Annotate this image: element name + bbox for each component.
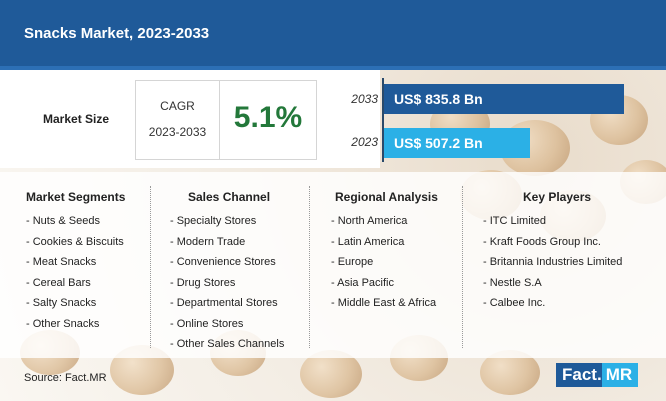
column-divider [150, 186, 151, 348]
list-item: - Specialty Stores [170, 215, 257, 227]
list-item: - Kraft Foods Group Inc. [483, 235, 601, 248]
list-item: - Calbee Inc. [483, 297, 546, 309]
list-item: - Europe [331, 256, 374, 268]
cagr-period: 2023-2033 [148, 125, 207, 139]
list-item: - Departmental Stores [170, 297, 278, 309]
source-note: Source: Fact.MR [24, 372, 107, 384]
list-item: - Asia Pacific [331, 276, 394, 289]
segmentation-panel [0, 172, 666, 358]
bar-axis-line [382, 78, 384, 162]
list-item: - Meat Snacks [26, 256, 97, 268]
column-key-players: Key Players - ITC Limited - Kraft Foods … [483, 190, 622, 314]
logo-mr: MR [601, 363, 639, 387]
cagr-label: CAGR [160, 99, 195, 113]
list-item: - Online Stores [170, 317, 244, 330]
list-item: - Convenience Stores [170, 256, 276, 268]
logo-fact: Fact. [556, 363, 606, 387]
list-item: - Nuts & Seeds [26, 215, 100, 227]
bar-value-2033: US$ 835.8 Bn [394, 91, 483, 107]
bar-2033: US$ 835.8 Bn [384, 84, 624, 114]
list-item: - Drug Stores [170, 276, 236, 289]
bar-2023: US$ 507.2 Bn [384, 128, 530, 158]
list-item: - Salty Snacks [26, 297, 97, 309]
column-regional-analysis: Regional Analysis - North America - Lati… [331, 190, 438, 314]
list-item: - Cereal Bars [26, 276, 91, 289]
list-item: - ITC Limited [483, 215, 546, 227]
column-heading: Key Players [523, 190, 592, 204]
page-title: Snacks Market, 2023-2033 [24, 25, 210, 42]
market-size-label: Market Size [43, 112, 110, 126]
cagr-value: 5.1% [233, 101, 303, 134]
column-heading: Sales Channel [188, 190, 271, 204]
column-divider [462, 186, 463, 348]
list-item: - Nestle S.A [483, 276, 542, 289]
year-label-2033: 2033 [351, 92, 378, 106]
list-item: - North America [331, 215, 408, 227]
column-market-segments: Market Segments - Nuts & Seeds - Cookies… [26, 190, 125, 334]
column-heading: Market Segments [26, 190, 126, 204]
cagr-box: CAGR 2023-2033 5.1% [135, 80, 317, 160]
year-label-2023: 2023 [351, 135, 378, 149]
column-heading: Regional Analysis [335, 190, 438, 204]
list-item: - Cookies & Biscuits [26, 235, 124, 248]
header-strip [0, 66, 666, 70]
cagr-divider [219, 81, 220, 159]
column-sales-channel: Sales Channel - Specialty Stores - Moder… [170, 190, 284, 355]
list-item: - Other Sales Channels [170, 338, 285, 350]
list-item: - Britannia Industries Limited [483, 256, 623, 268]
factmr-logo: Fact. MR [556, 363, 639, 389]
market-size-bar-chart: 2033 2023 US$ 835.8 Bn US$ 507.2 Bn [330, 78, 650, 164]
list-item: - Latin America [331, 235, 405, 248]
column-divider [309, 186, 310, 348]
bar-value-2023: US$ 507.2 Bn [394, 135, 483, 151]
list-item: - Other Snacks [26, 317, 100, 330]
list-item: - Modern Trade [170, 235, 246, 248]
header-banner: Snacks Market, 2023-2033 [0, 0, 666, 70]
list-item: - Middle East & Africa [331, 297, 437, 309]
